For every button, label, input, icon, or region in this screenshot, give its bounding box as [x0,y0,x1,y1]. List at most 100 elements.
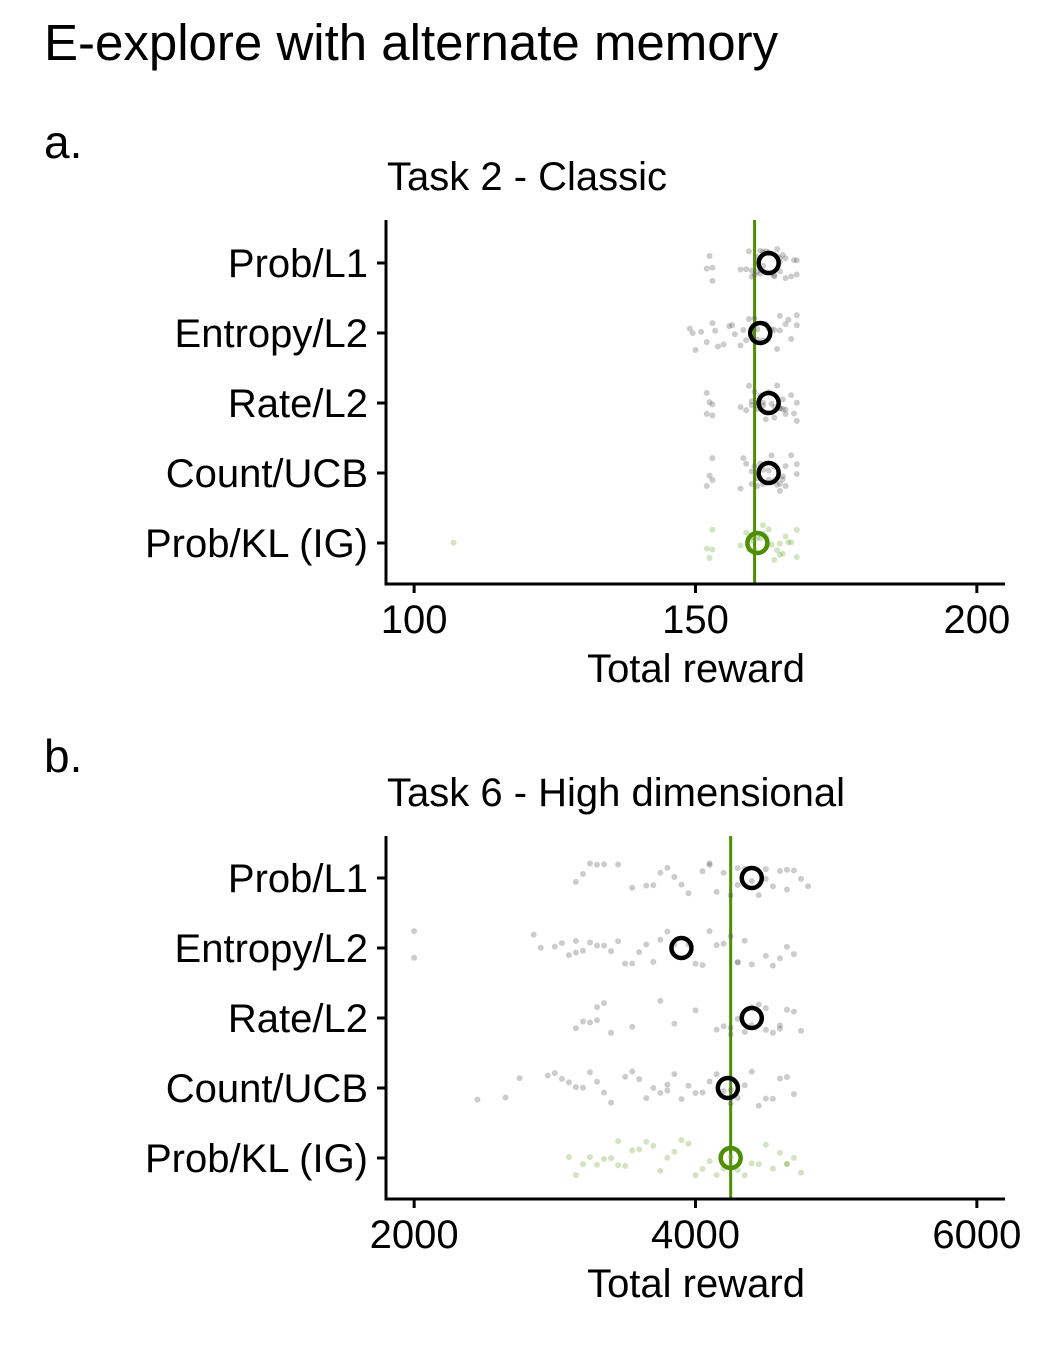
data-point [741,937,748,944]
y-tick-label: Prob/KL (IG) [145,1137,368,1181]
data-point [608,1099,615,1106]
data-point [783,943,790,950]
data-point [622,1162,629,1169]
x-axis-label: Total reward [587,1262,805,1306]
data-point [805,883,812,890]
data-point [713,1026,720,1033]
data-point [771,273,778,280]
data-point [762,1005,769,1012]
data-point [745,382,752,389]
data-point [579,1084,586,1091]
data-point [741,1172,748,1179]
data-point [737,542,744,549]
y-tick-label: Prob/KL (IG) [145,522,368,566]
data-point [776,540,783,547]
data-point [664,1154,671,1161]
data-point [762,1026,769,1033]
data-point [798,875,805,882]
data-point [782,410,789,417]
data-point [788,452,795,459]
data-point [793,553,800,560]
data-point [572,1084,579,1091]
data-point [551,943,558,950]
data-point [731,331,738,338]
data-point [798,1169,805,1176]
mean-marker [739,865,765,891]
data-point [769,1029,776,1036]
data-point [740,327,747,334]
data-point [692,1007,699,1014]
data-point [664,928,671,935]
data-point [790,257,797,264]
data-point [537,944,544,951]
data-point [686,325,693,332]
data-point [748,961,755,968]
data-point [713,888,720,895]
data-point [751,388,758,395]
data-point [586,1154,593,1161]
x-tick-label: 2000 [370,1213,459,1257]
panel-b: b. Task 6 - High dimensional Prob/L1 Entr… [44,730,1021,1306]
data-point [720,341,727,348]
data-point [748,468,755,475]
data-point [709,476,716,483]
data-point [727,1031,734,1038]
figure-title: E-explore with alternate memory [44,14,779,71]
data-point [740,455,747,462]
data-point [757,247,764,254]
data-point [594,942,601,949]
data-point [788,539,795,546]
data-point [776,551,783,558]
data-point [788,336,795,343]
data-point [650,1084,657,1091]
data-point [748,401,755,408]
data-point [793,257,800,264]
data-point [706,399,713,406]
data-point [698,328,705,335]
data-point [743,407,750,414]
data-point [760,399,767,406]
data-point [713,1071,720,1078]
data-point [703,389,710,396]
data-point [699,868,706,875]
data-point [748,877,755,884]
data-point [643,1138,650,1145]
data-point [530,931,537,938]
data-point [615,1162,622,1169]
mean-marker [756,250,781,276]
data-point [790,867,797,874]
data-point [671,1148,678,1155]
data-point [769,1095,776,1102]
data-point [709,277,716,284]
data-point [720,869,727,876]
data-point [782,482,789,489]
y-tick-label: Prob/L1 [228,857,368,901]
data-point [411,954,418,961]
data-point [474,1096,481,1103]
data-point [769,883,776,890]
data-point [629,1147,636,1154]
data-point [615,861,622,868]
panel-label: b. [44,730,82,782]
data-point [706,1078,713,1085]
data-point [657,997,664,1004]
data-point [793,312,800,319]
data-point [757,535,764,542]
data-point [664,1081,671,1088]
data-point [783,1161,790,1168]
mean-marker [669,935,694,961]
data-point [754,482,761,489]
data-point [765,467,772,474]
data-point [727,892,734,899]
data-point [788,273,795,280]
data-point [572,949,579,956]
data-point [762,1141,769,1148]
data-point [734,882,741,889]
data-point [636,1146,643,1153]
data-point [793,461,800,468]
data-point [782,533,789,540]
data-point [734,959,741,966]
data-point [748,273,755,280]
data-point [720,1023,727,1030]
data-point [572,1025,579,1032]
